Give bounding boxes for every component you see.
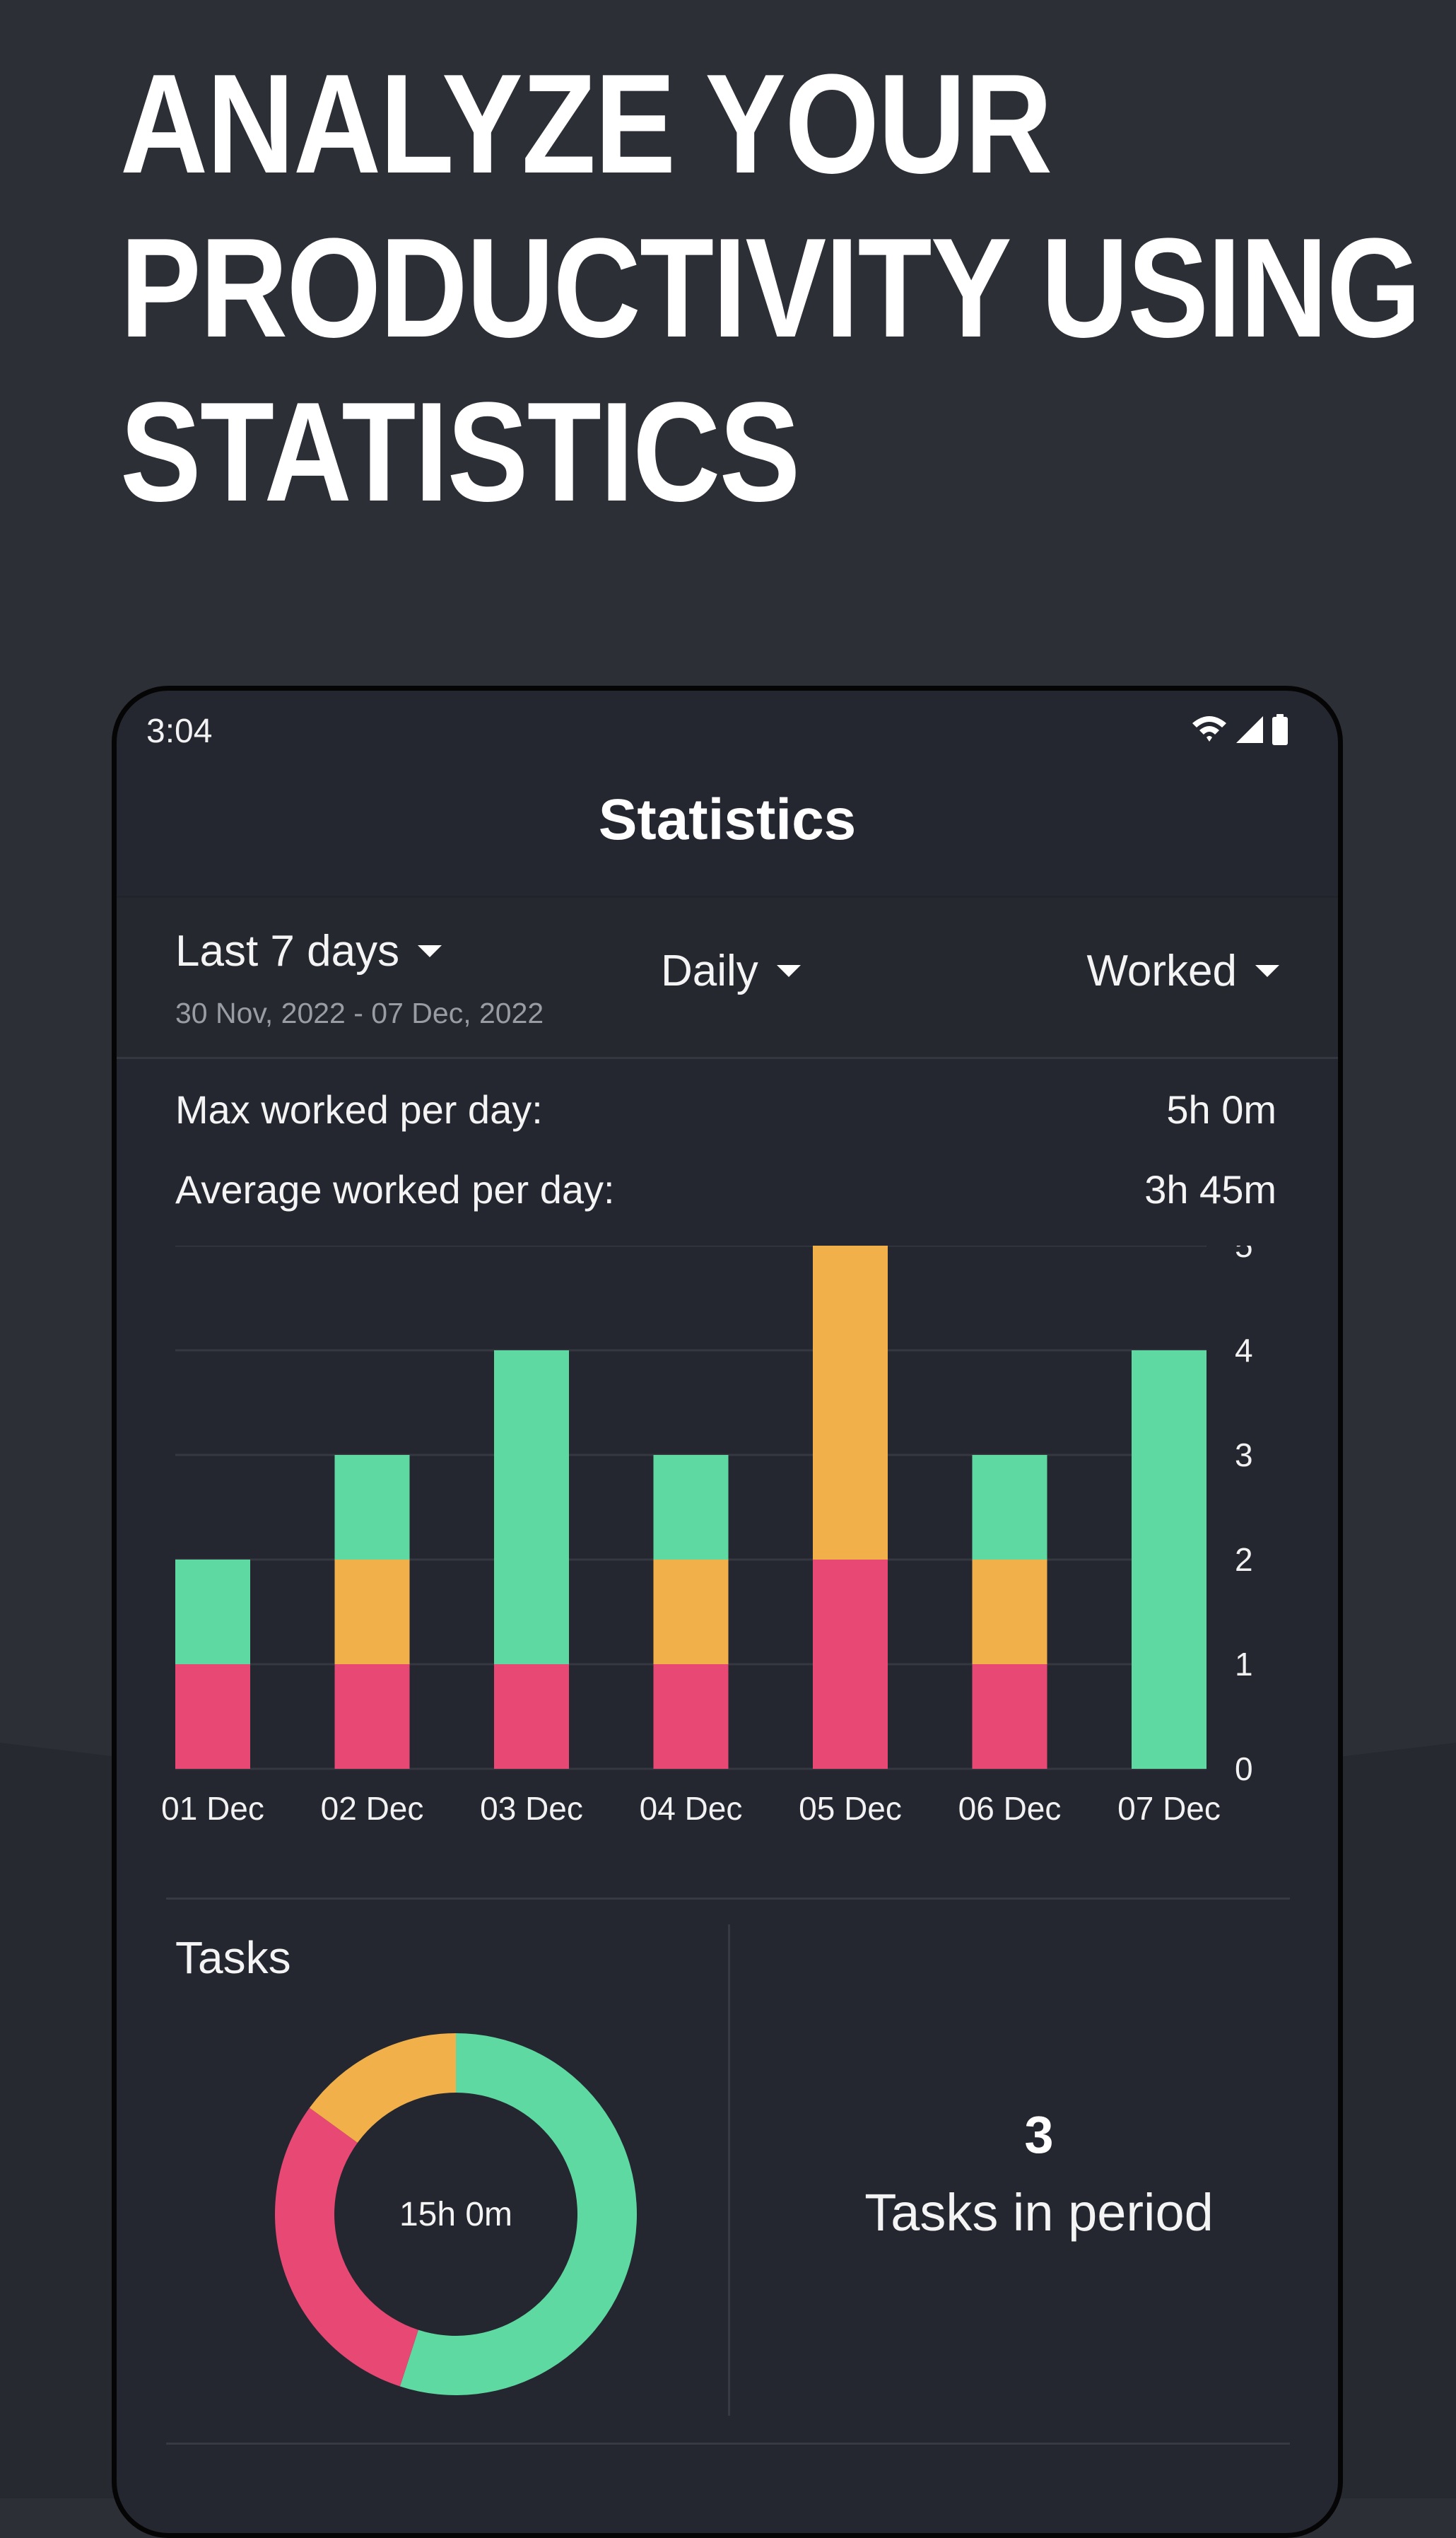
max-worked-label: Max worked per day:	[175, 1087, 543, 1132]
y-tick-label: 2	[1235, 1541, 1253, 1578]
metric-label: Worked	[1086, 947, 1238, 995]
section-divider-bottom	[166, 2443, 1290, 2445]
phone-screen: 3:04 Statistics Last 7 days 30 Nov, 2022…	[112, 686, 1343, 2538]
bar-segment[interactable]	[653, 1455, 729, 1560]
average-worked-row: Average worked per day: 3h 45m	[175, 1166, 1276, 1212]
x-tick-label: 01 Dec	[161, 1790, 264, 1825]
tasks-title: Tasks	[175, 1932, 291, 1983]
status-time: 3:04	[146, 713, 213, 750]
max-worked-value: 5h 0m	[1166, 1087, 1276, 1132]
x-tick-label: 05 Dec	[799, 1790, 902, 1825]
filter-bar: Last 7 days 30 Nov, 2022 - 07 Dec, 2022 …	[117, 896, 1338, 1059]
x-tick-label: 02 Dec	[321, 1790, 424, 1825]
task-count-label: Tasks in period	[864, 2183, 1214, 2242]
max-worked-row: Max worked per day: 5h 0m	[175, 1087, 1276, 1133]
headline-line-1: ANALYZE YOUR	[120, 45, 1052, 203]
bar-segment[interactable]	[813, 1246, 888, 1560]
granularity-dropdown[interactable]: Daily	[661, 946, 801, 996]
wifi-icon	[1192, 716, 1226, 742]
bar-segment[interactable]	[972, 1455, 1047, 1560]
bar-segment[interactable]	[972, 1560, 1047, 1664]
x-tick-label: 04 Dec	[640, 1790, 743, 1825]
bar-segment[interactable]	[175, 1664, 250, 1769]
bar-chart-svg: 0 1 2 3 4 5 01 Dec 02 Dec 03 Dec 04 Dec 05 Dec 06 D…	[161, 1227, 1253, 1827]
bar-segment[interactable]	[653, 1560, 729, 1664]
bar-segment[interactable]	[175, 1560, 250, 1664]
headline: ANALYZE YOUR PRODUCTIVITY USING STATISTI…	[120, 42, 1421, 534]
headline-line-3: STATISTICS	[120, 373, 800, 531]
bar-segment[interactable]	[494, 1350, 569, 1664]
range-dropdown[interactable]: Last 7 days	[175, 926, 442, 976]
headline-line-2: PRODUCTIVITY USING	[120, 209, 1421, 367]
average-worked-value: 3h 45m	[1144, 1167, 1276, 1212]
x-tick-label: 03 Dec	[480, 1790, 583, 1825]
bar-segment[interactable]	[334, 1455, 410, 1560]
y-tick-label: 4	[1235, 1332, 1253, 1369]
bar-segment[interactable]	[653, 1664, 729, 1769]
donut-slice[interactable]	[274, 2107, 418, 2387]
y-tick-label: 5	[1235, 1246, 1253, 1264]
status-bar: 3:04	[117, 691, 1338, 768]
donut-slice[interactable]	[309, 2033, 456, 2143]
chevron-down-icon	[776, 965, 801, 977]
worked-bar-chart: 0 1 2 3 4 5 01 Dec 02 Dec 03 Dec 04 Dec 05 Dec 06 D…	[117, 1227, 1338, 1827]
donut-slice[interactable]	[399, 2033, 637, 2395]
x-tick-label: 06 Dec	[958, 1790, 1062, 1825]
bar-segment[interactable]	[334, 1664, 410, 1769]
task-count: 3	[1024, 2105, 1054, 2164]
bar-segment[interactable]	[1132, 1350, 1207, 1769]
y-tick-label: 3	[1235, 1437, 1253, 1473]
range-label: Last 7 days	[175, 927, 400, 976]
chevron-down-icon	[418, 945, 442, 957]
bar-segment[interactable]	[494, 1664, 569, 1769]
app-bar: Statistics	[117, 768, 1338, 875]
x-tick-label: 07 Dec	[1117, 1790, 1221, 1825]
y-tick-label: 1	[1235, 1646, 1253, 1683]
page-title: Statistics	[598, 788, 857, 852]
donut-total: 15h 0m	[399, 2195, 513, 2233]
section-divider	[166, 1897, 1290, 1900]
battery-icon	[1272, 714, 1288, 745]
bar-segment[interactable]	[972, 1664, 1047, 1769]
bar-segment[interactable]	[334, 1560, 410, 1664]
metric-dropdown[interactable]: Worked	[1086, 946, 1279, 996]
tasks-vertical-divider	[728, 1924, 730, 2416]
donut-svg	[274, 2033, 637, 2395]
range-subtitle: 30 Nov, 2022 - 07 Dec, 2022	[175, 997, 544, 1029]
tasks-donut-chart: 15h 0m	[272, 2030, 640, 2398]
bar-segment[interactable]	[813, 1560, 888, 1769]
signal-icon	[1236, 716, 1263, 743]
granularity-label: Daily	[661, 947, 758, 995]
average-worked-label: Average worked per day:	[175, 1167, 615, 1212]
status-icons	[1191, 712, 1288, 747]
chevron-down-icon	[1255, 965, 1279, 977]
y-tick-label: 0	[1235, 1750, 1253, 1787]
